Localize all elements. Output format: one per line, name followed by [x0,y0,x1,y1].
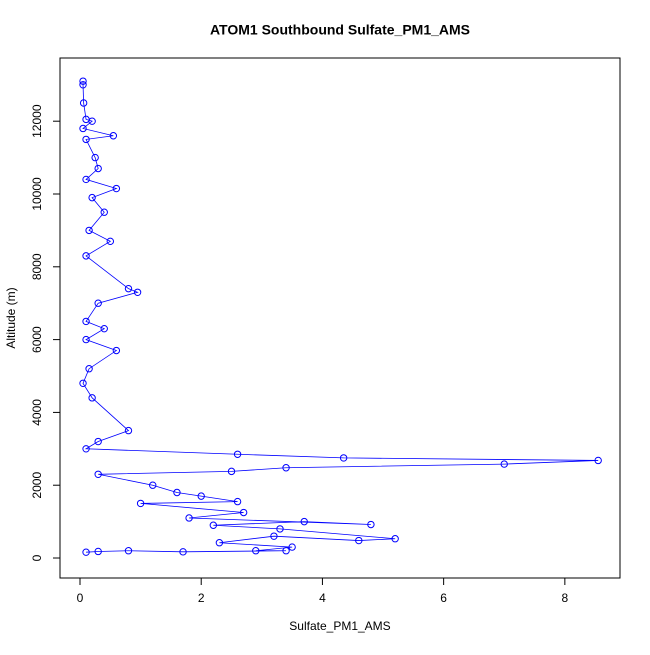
data-point [88,193,96,202]
data-point [79,77,87,85]
data-point [94,470,102,478]
data-point [91,153,99,162]
x-tick-label: 6 [440,591,447,605]
x-tick-label: 8 [562,591,569,605]
data-point [500,460,508,468]
data-point [594,456,602,465]
data-point [355,536,363,545]
data-point [149,481,157,489]
y-tick-label: 4000 [30,399,44,426]
data-point [82,135,90,144]
data-point [79,81,87,89]
data-point [133,288,142,296]
data-point [79,124,87,133]
data-point [94,547,102,556]
y-axis-label: Altitude (m) [4,287,18,348]
data-point [282,464,290,472]
plot-frame [59,57,621,579]
x-tick-label: 2 [198,591,205,605]
data-point [82,548,90,556]
data-point [227,467,236,476]
chart-title: ATOM1 Southbound Sulfate_PM1_AMS [210,22,470,38]
x-tick-label: 0 [77,591,84,605]
data-point [282,547,290,555]
data-point [173,488,181,497]
data-point [100,208,108,216]
data-point [79,379,87,387]
data-point [94,437,102,446]
data-point [88,394,96,402]
data-point [233,450,242,458]
data-point [82,335,90,344]
data-point [124,426,133,435]
data-point [106,237,115,246]
y-tick-label: 10000 [30,177,44,211]
data-point [94,299,102,307]
data-point [252,547,260,555]
data-point [124,284,133,293]
y-tick-label: 0 [30,554,44,561]
y-tick-label: 2000 [30,472,44,499]
y-tick-label: 12000 [30,104,44,138]
data-point [112,184,121,193]
data-point [82,317,90,326]
data-point [276,525,284,533]
data-point [288,543,296,551]
data-point [197,492,205,500]
data-point [185,514,193,522]
data-point [136,499,145,508]
data-point [209,521,218,529]
data-point [85,365,93,373]
data-point [391,535,399,543]
data-point [100,324,108,333]
y-tick-label: 8000 [30,253,44,280]
data-point [85,226,93,235]
data-point [124,547,133,555]
data-point [239,508,248,517]
data-point [233,497,242,506]
data-point [109,132,118,140]
data-point [94,164,102,173]
data-point [339,454,348,462]
data-point [79,99,88,107]
x-axis-label: Sulfate_PM1_AMS [289,619,390,633]
data-point [367,520,375,529]
data-point [82,445,90,453]
data-point [300,517,308,526]
data-point [88,117,96,125]
data-point [215,539,224,547]
y-tick-label: 6000 [30,326,44,353]
profile-line [82,81,599,553]
data-point [112,346,121,355]
data-point [270,532,278,540]
x-tick-label: 4 [319,591,326,605]
data-point [82,252,90,260]
data-point [179,548,187,556]
data-point [82,175,90,184]
